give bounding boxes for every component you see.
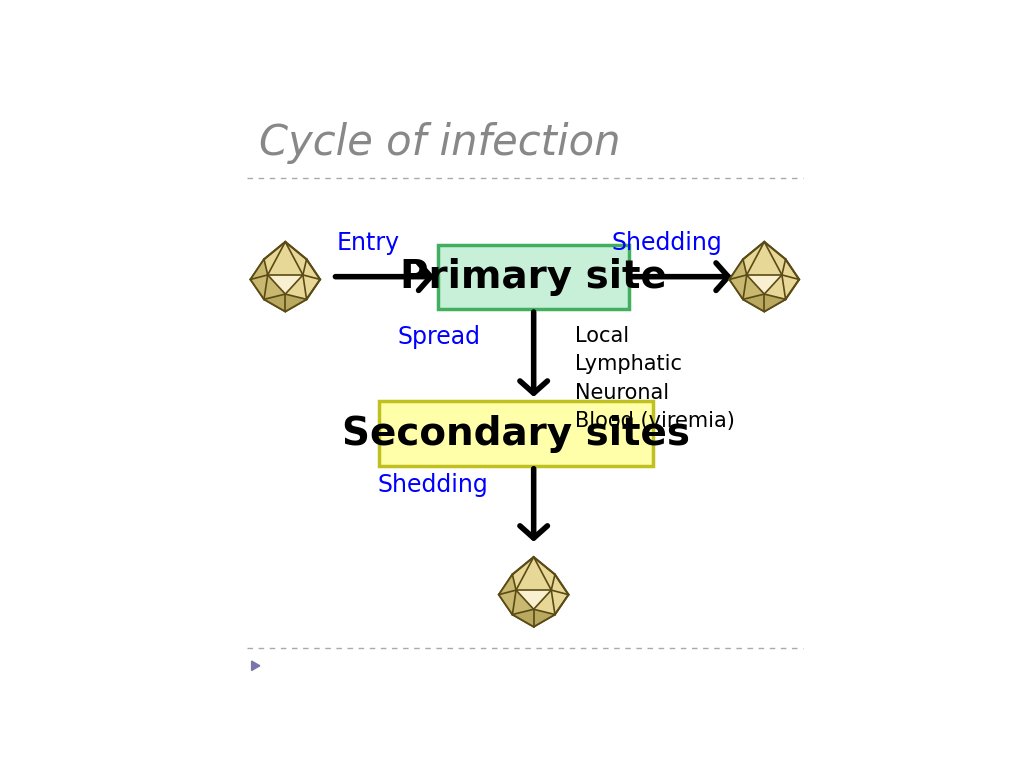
Text: Primary site: Primary site bbox=[400, 258, 667, 296]
Text: Neuronal: Neuronal bbox=[575, 382, 670, 402]
Polygon shape bbox=[251, 275, 286, 300]
Polygon shape bbox=[729, 242, 799, 312]
Polygon shape bbox=[499, 590, 534, 614]
Text: Blood (viremia): Blood (viremia) bbox=[575, 411, 735, 431]
Text: Spread: Spread bbox=[397, 326, 480, 349]
Polygon shape bbox=[252, 661, 260, 670]
Polygon shape bbox=[512, 609, 555, 627]
Text: Shedding: Shedding bbox=[378, 473, 488, 497]
Polygon shape bbox=[267, 275, 303, 294]
Polygon shape bbox=[499, 574, 516, 594]
Polygon shape bbox=[746, 275, 782, 294]
Text: Secondary sites: Secondary sites bbox=[342, 415, 690, 452]
FancyBboxPatch shape bbox=[379, 402, 653, 466]
Polygon shape bbox=[516, 590, 551, 609]
Text: Cycle of infection: Cycle of infection bbox=[259, 121, 621, 164]
Polygon shape bbox=[251, 242, 321, 312]
Text: Entry: Entry bbox=[337, 230, 399, 255]
Polygon shape bbox=[264, 294, 306, 312]
Polygon shape bbox=[729, 260, 746, 280]
Text: Lymphatic: Lymphatic bbox=[575, 354, 682, 374]
Polygon shape bbox=[251, 260, 267, 280]
FancyBboxPatch shape bbox=[438, 245, 630, 310]
Text: Local: Local bbox=[575, 326, 629, 346]
Text: Shedding: Shedding bbox=[611, 230, 722, 255]
Polygon shape bbox=[729, 275, 764, 300]
Polygon shape bbox=[499, 557, 568, 627]
Polygon shape bbox=[743, 294, 785, 312]
